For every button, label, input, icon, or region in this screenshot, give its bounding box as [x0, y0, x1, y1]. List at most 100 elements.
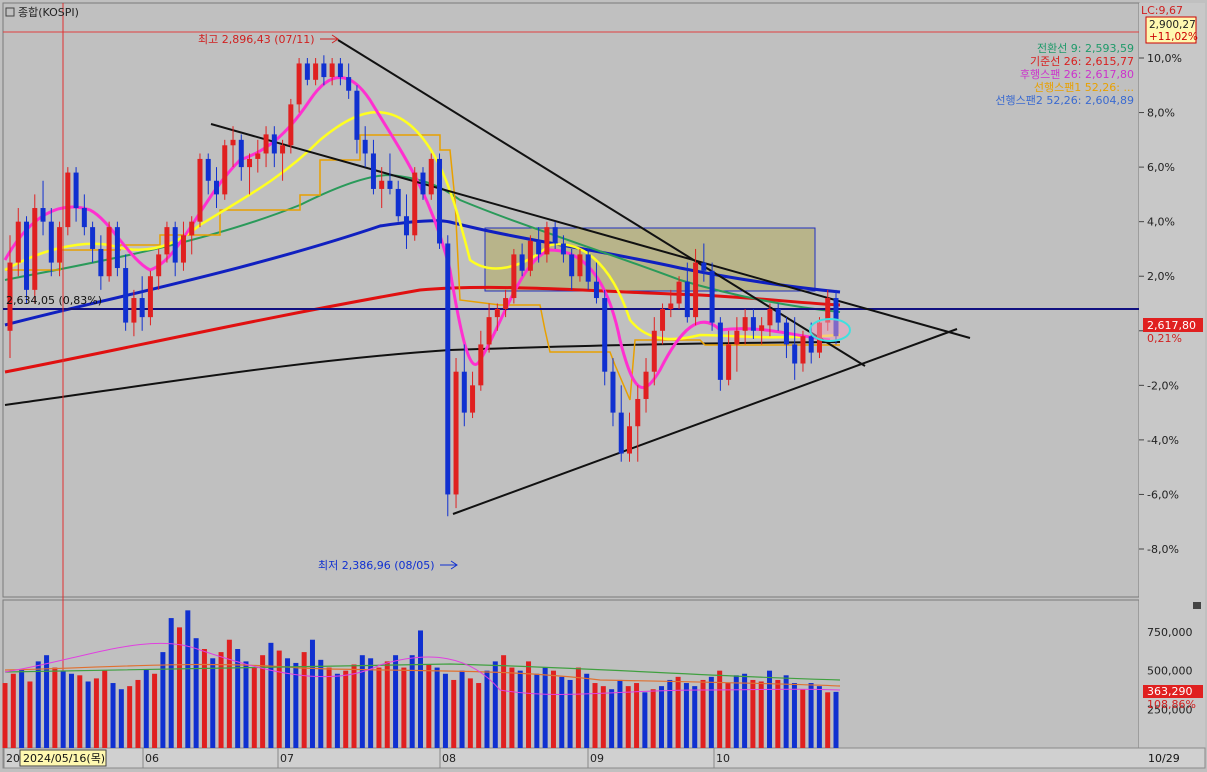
- candle-body: [123, 268, 129, 323]
- volume-bar: [35, 661, 41, 748]
- volume-bar: [484, 670, 490, 748]
- cursor-date-box: [19, 749, 107, 767]
- x-month-label: 20: [6, 752, 20, 765]
- volume-bar: [418, 630, 423, 748]
- volume-bar: [733, 675, 739, 748]
- volume-bar: [434, 667, 440, 748]
- legend-entry: 후행스팬 26: 2,617,80: [1020, 68, 1134, 81]
- candle-body: [73, 172, 79, 209]
- volume-bar: [559, 676, 565, 748]
- chart-title: 종합(KOSPI): [18, 6, 79, 19]
- volume-bar: [783, 675, 789, 748]
- candle-body: [651, 330, 657, 372]
- volume-bar: [617, 679, 623, 748]
- candle-body: [354, 90, 360, 140]
- volume-bar: [251, 667, 257, 748]
- candle-body: [428, 158, 434, 195]
- volume-bar: [758, 681, 764, 748]
- volume-panel-close-icon[interactable]: [1193, 602, 1201, 609]
- volume-bar: [717, 670, 723, 748]
- candle-body: [255, 153, 261, 159]
- volume-tick-label: 250,000: [1147, 703, 1193, 716]
- volume-change: 108,86%: [1147, 698, 1196, 711]
- candle-body: [24, 221, 30, 290]
- volume-bar: [60, 670, 66, 748]
- right-axis-panel: [1139, 3, 1205, 748]
- candle-body: [48, 221, 54, 263]
- volume-bar: [816, 686, 822, 748]
- candle-body: [593, 281, 599, 299]
- volume-bar: [2, 683, 8, 748]
- volume-bar: [675, 676, 681, 748]
- volume-bar: [517, 670, 523, 748]
- candle-series: [7, 55, 839, 517]
- volume-bar: [77, 675, 83, 748]
- volume-bar: [110, 683, 116, 748]
- y-tick-label: 4,0%: [1147, 216, 1175, 229]
- high-arrow-icon: [320, 34, 339, 44]
- volume-bar: [44, 655, 50, 748]
- ref-price-label: 2,634,05 (0,83%): [6, 294, 102, 307]
- candle-body: [15, 221, 21, 263]
- candle-body: [536, 240, 542, 255]
- title-box-icon[interactable]: [5, 7, 15, 17]
- lc-label: LC:9,67: [1141, 4, 1183, 17]
- candle-body: [304, 63, 310, 80]
- volume-bar: [592, 683, 598, 748]
- candle-body: [205, 158, 211, 181]
- volume-bar: [750, 679, 756, 748]
- candle-body: [759, 325, 765, 331]
- volume-series: [2, 610, 839, 748]
- price-box: [1145, 16, 1197, 44]
- legend-entry: 선행스팬1 52,26: ...: [1034, 81, 1134, 94]
- volume-bar: [85, 681, 91, 748]
- legend-entry: 기준선 26: 2,615,77: [1030, 55, 1134, 68]
- candle-body: [370, 153, 376, 189]
- volume-bar: [210, 658, 216, 748]
- candle-body: [527, 240, 533, 271]
- highlight-ellipse: [809, 318, 851, 342]
- candle-body: [792, 344, 798, 364]
- volume-bar: [343, 670, 349, 748]
- volume-bar: [833, 691, 839, 748]
- candle-body: [808, 336, 814, 353]
- candle-body: [180, 235, 186, 263]
- volume-bar: [10, 673, 16, 748]
- y-tick-label: -2,0%: [1147, 379, 1179, 392]
- y-tick-label: 2,0%: [1147, 270, 1175, 283]
- legend-entry: 전환선 9: 2,593,59: [1037, 42, 1134, 55]
- volume-bar: [625, 686, 631, 748]
- volume-bar: [650, 689, 656, 748]
- volume-bar: [808, 683, 814, 748]
- volume-bar: [185, 610, 191, 748]
- volume-bar: [634, 683, 640, 748]
- volume-bar: [534, 673, 540, 748]
- candle-body: [660, 308, 666, 331]
- candle-body: [40, 208, 46, 222]
- candle-body: [131, 298, 137, 323]
- volume-bar: [567, 679, 573, 748]
- volume-bar: [268, 642, 274, 748]
- candle-body: [288, 104, 294, 146]
- grid-lines: [3, 748, 715, 768]
- volume-bar: [725, 683, 731, 748]
- volume-bar: [708, 676, 714, 748]
- candle-body: [313, 63, 319, 80]
- candle-body: [767, 308, 773, 326]
- x-month-label: 07: [280, 752, 294, 765]
- volume-bar: [409, 655, 415, 748]
- candle-body: [478, 344, 484, 386]
- candle-body: [627, 426, 632, 454]
- candle-body: [569, 254, 575, 277]
- candle-body: [560, 243, 566, 255]
- candle-body: [775, 308, 781, 323]
- candle-body: [147, 276, 153, 318]
- volume-bar: [509, 667, 515, 748]
- candle-body: [494, 308, 500, 318]
- volume-bar: [243, 661, 249, 748]
- price-box-change: +11,02%: [1149, 31, 1198, 43]
- volume-bar: [102, 670, 108, 748]
- volume-bar: [791, 683, 797, 748]
